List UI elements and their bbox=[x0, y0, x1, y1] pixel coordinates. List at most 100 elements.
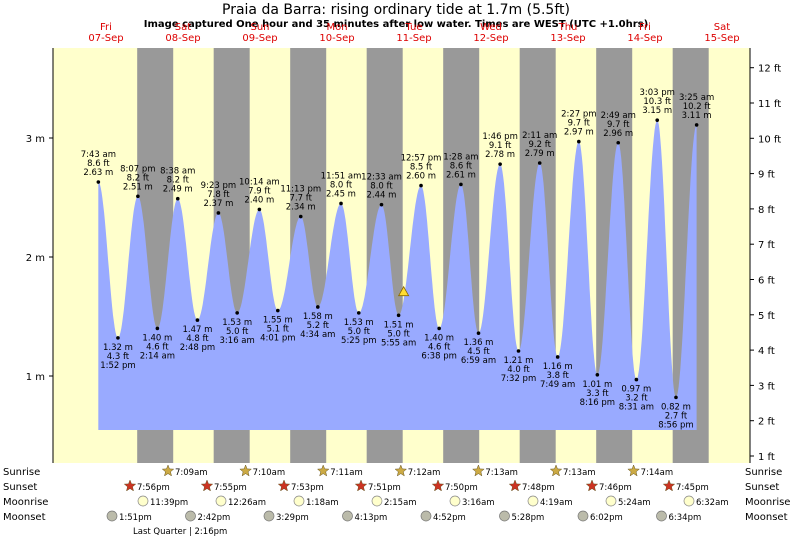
right-tick-label: 9 ft bbox=[758, 170, 775, 181]
high-label: 8.6 ft bbox=[450, 161, 473, 171]
moonset-icon bbox=[263, 510, 275, 522]
low-point bbox=[437, 326, 441, 331]
row-label-left: Sunrise bbox=[3, 467, 40, 478]
high-label: 11:13 pm bbox=[280, 185, 321, 195]
row-label-left: Sunset bbox=[3, 482, 37, 493]
row-label-left: Moonset bbox=[3, 512, 46, 523]
high-point bbox=[339, 201, 343, 206]
moonset-time: 6:34pm bbox=[669, 513, 702, 523]
moonset-icon bbox=[420, 510, 432, 522]
moonset-icon bbox=[656, 510, 667, 522]
high-label: 8.2 ft bbox=[127, 173, 150, 183]
high-label: 12:57 pm bbox=[401, 154, 442, 164]
tide-fill bbox=[98, 120, 697, 430]
low-label: 4.8 ft bbox=[186, 334, 209, 344]
sunrise-icon bbox=[472, 464, 485, 477]
high-point bbox=[616, 140, 621, 145]
moonrise-time: 12:26am bbox=[228, 498, 266, 508]
low-label: 1:52 pm bbox=[100, 361, 135, 371]
sunrise-time: 7:14am bbox=[641, 468, 674, 478]
moonrise-icon bbox=[371, 495, 383, 507]
sunrise-icon bbox=[161, 464, 175, 477]
right-tick-label: 1 ft bbox=[758, 452, 775, 463]
high-label: 3.15 m bbox=[642, 106, 672, 116]
low-label: 1.47 m bbox=[182, 325, 212, 335]
sunrise-time: 7:10am bbox=[253, 468, 286, 478]
high-point bbox=[96, 180, 101, 184]
high-point bbox=[419, 183, 423, 188]
sunrise-icon bbox=[394, 464, 408, 477]
sunrise-time: 7:12am bbox=[408, 468, 441, 478]
low-point bbox=[595, 373, 600, 377]
right-tick-label: 2 ft bbox=[758, 417, 775, 428]
right-tick-label: 5 ft bbox=[758, 311, 775, 322]
sunrise-time: 7:11am bbox=[330, 468, 363, 478]
day-date: 12-Sep bbox=[473, 33, 508, 44]
low-label: 5:25 pm bbox=[341, 336, 376, 346]
row-label-left: Moonrise bbox=[3, 497, 48, 508]
moonset-time: 4:13pm bbox=[355, 513, 388, 523]
high-label: 3.11 m bbox=[682, 111, 712, 121]
sunset-icon bbox=[123, 479, 137, 492]
high-label: 8.0 ft bbox=[330, 180, 353, 190]
high-point bbox=[379, 202, 384, 207]
low-label: 5.1 ft bbox=[267, 325, 290, 335]
astronomy-rows: Sunrise Sunrise Sunset Sunset Moonrise Moonri… bbox=[3, 464, 790, 537]
high-label: 2:27 pm bbox=[561, 110, 596, 120]
low-label: 7:49 am bbox=[540, 380, 575, 390]
high-label: 2.51 m bbox=[123, 182, 153, 192]
low-label: 3:16 am bbox=[220, 336, 255, 346]
day-name: Tue bbox=[404, 22, 422, 33]
moonset-time: 6:02pm bbox=[590, 513, 623, 523]
sunrise-icon bbox=[549, 464, 563, 477]
sunset-icon bbox=[277, 479, 291, 492]
low-label: 7:32 pm bbox=[501, 374, 536, 384]
low-label: 5.2 ft bbox=[307, 321, 330, 331]
low-label: 3.2 ft bbox=[625, 394, 648, 404]
high-label: 2.96 m bbox=[603, 129, 633, 139]
axes: 1 m 2 m 3 m 1 ft 2 ft 3 ft 4 ft 5 ft 6 ft 7 ft 8 f… bbox=[26, 48, 781, 463]
moonset-icon bbox=[499, 510, 510, 522]
high-label: 2.60 m bbox=[406, 172, 436, 182]
low-label: 4.6 ft bbox=[428, 342, 451, 352]
moonrise-time: 4:19am bbox=[540, 498, 573, 508]
low-label: 5:55 am bbox=[381, 338, 416, 348]
high-label: 2.44 m bbox=[367, 191, 397, 201]
sunset-icon bbox=[662, 479, 676, 492]
moonrise-icon bbox=[527, 495, 539, 507]
low-label: 1.53 m bbox=[344, 318, 374, 328]
low-point bbox=[396, 313, 401, 318]
high-label: 8:07 pm bbox=[120, 164, 155, 174]
high-label: 2.61 m bbox=[446, 170, 476, 180]
low-label: 2:48 pm bbox=[180, 343, 215, 353]
right-tick-label: 6 ft bbox=[758, 276, 775, 287]
high-label: 2.49 m bbox=[163, 185, 193, 195]
low-point bbox=[155, 326, 160, 331]
low-label: 1.16 m bbox=[543, 362, 573, 372]
low-label: 6:38 pm bbox=[421, 351, 456, 361]
moonrise-icon bbox=[137, 495, 149, 507]
low-label: 4.6 ft bbox=[146, 342, 169, 352]
low-point bbox=[356, 311, 361, 315]
high-label: 1:46 pm bbox=[482, 132, 517, 142]
day-date: 10-Sep bbox=[319, 33, 354, 44]
day-date: 13-Sep bbox=[550, 33, 585, 44]
low-label: 5.0 ft bbox=[348, 327, 371, 337]
sunset-time: 7:53pm bbox=[291, 483, 324, 493]
tide-area bbox=[98, 120, 697, 430]
low-point bbox=[235, 311, 239, 315]
low-label: 0.97 m bbox=[621, 385, 651, 395]
low-point bbox=[316, 305, 320, 309]
moonrise-time: 5:24am bbox=[618, 498, 651, 508]
sunrise-icon bbox=[316, 464, 330, 477]
low-label: 3.3 ft bbox=[586, 389, 609, 399]
moonset-time: 1:51pm bbox=[119, 513, 152, 523]
high-label: 2.45 m bbox=[326, 189, 356, 199]
moonrise-time: 3:16am bbox=[462, 498, 495, 508]
day-date: 15-Sep bbox=[704, 33, 739, 44]
low-label: 5.0 ft bbox=[226, 327, 249, 337]
left-tick-label: 2 m bbox=[26, 253, 45, 264]
day-labels: 07-SepFri08-SepSat09-SepSun10-SepMon11-S… bbox=[88, 22, 739, 44]
high-label: 2.37 m bbox=[203, 199, 233, 209]
day-name: Thu bbox=[558, 22, 578, 33]
